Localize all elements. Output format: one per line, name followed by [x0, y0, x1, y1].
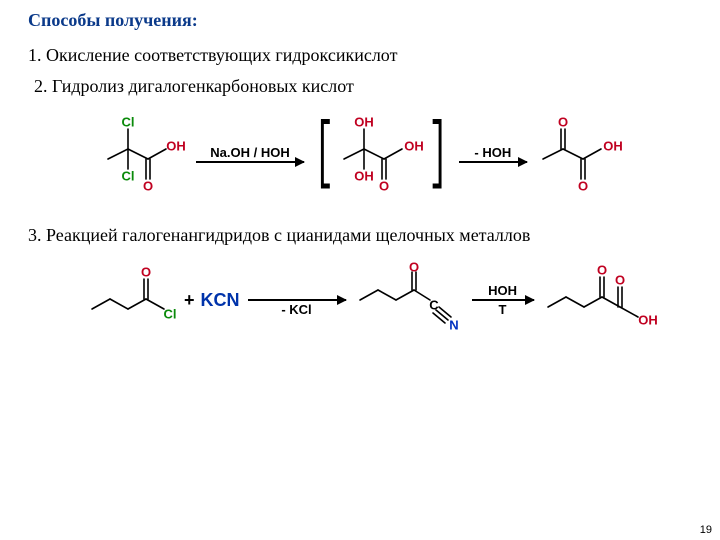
arrow-label-top: HOH	[488, 283, 517, 298]
rxn3-reactant: O Cl	[86, 263, 178, 337]
arrow-label-bot: - KCl	[281, 302, 311, 317]
oh-acid: OH	[166, 138, 186, 153]
item-1: 1. Окисление соответствующих гидроксикис…	[28, 45, 702, 66]
oh-acid: OH	[638, 312, 658, 327]
o-carbonyl: O	[578, 178, 588, 193]
plus: +	[184, 290, 195, 311]
page-number: 19	[700, 524, 712, 536]
o-carbonyl: O	[379, 178, 389, 193]
cl-top: Cl	[122, 114, 135, 129]
rxn3-arrow1: - KCl	[248, 283, 346, 317]
cl: Cl	[164, 306, 177, 321]
n-cyano: N	[449, 317, 458, 332]
rxn2-reactant: Cl Cl O OH	[100, 111, 188, 197]
cl-bot: Cl	[122, 168, 135, 183]
arrow-label-bot: T	[499, 302, 507, 317]
lbracket: [	[314, 122, 334, 186]
arrow-label: - HOH	[474, 145, 511, 160]
o-keto: O	[596, 262, 606, 277]
rxn2-arrow2: - HOH	[459, 145, 527, 163]
rxn2-intermediate: OH OH O OH	[336, 111, 426, 197]
reaction-3: O Cl + KCN - KCl O C	[86, 260, 702, 340]
rxn2-product: O O OH	[535, 111, 627, 197]
kcn: KCN	[201, 290, 240, 311]
o-carbonyl: O	[408, 260, 418, 274]
rxn3-product: O O OH	[542, 261, 658, 339]
item-2: 2. Гидролиз дигалогенкарбоновых кислот	[34, 76, 702, 97]
rbracket: ]	[429, 122, 449, 186]
item-3: 3. Реакцией галогенангидридов с цианидам…	[28, 225, 702, 246]
page-title: Способы получения:	[28, 10, 702, 31]
o-keto: O	[558, 114, 568, 129]
oh-acid: OH	[603, 138, 623, 153]
rxn3-arrow2: HOH T	[472, 283, 534, 317]
arrow-label: Na.OH / HOH	[210, 145, 289, 160]
o-carbonyl: O	[143, 178, 153, 193]
oh-top: OH	[355, 114, 375, 129]
c-cyano: C	[429, 297, 439, 312]
o-carbonyl: O	[141, 264, 151, 279]
rxn2-arrow1: Na.OH / HOH	[196, 145, 304, 163]
rxn3-cyano: O C N	[354, 260, 464, 340]
oh-bot: OH	[355, 168, 375, 183]
oh-acid: OH	[405, 138, 425, 153]
o-carbonyl: O	[614, 272, 624, 287]
reaction-2: Cl Cl O OH Na.OH / HOH [ OH OH	[100, 111, 702, 197]
